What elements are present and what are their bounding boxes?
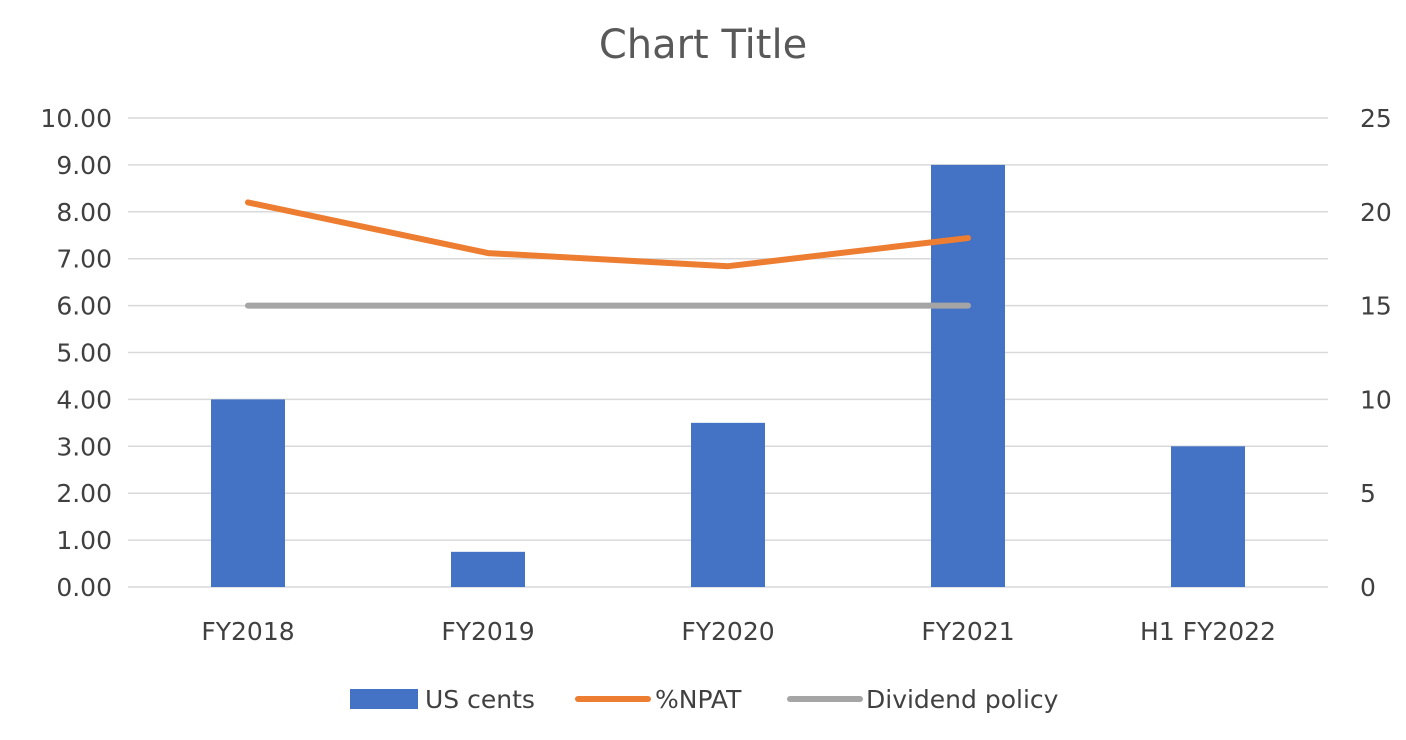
legend-label: Dividend policy: [866, 685, 1059, 714]
right-axis-ticks: 25 20 15 10 5 0: [1360, 104, 1392, 602]
legend-label: %NPAT: [655, 685, 742, 714]
right-tick-label: 10: [1360, 385, 1392, 414]
x-axis-ticks: FY2018 FY2019 FY2020 FY2021 H1 FY2022: [201, 617, 1276, 646]
x-tick-label: H1 FY2022: [1140, 617, 1276, 646]
right-tick-label: 20: [1360, 198, 1392, 227]
left-tick-label: 2.00: [56, 479, 112, 508]
left-tick-label: 9.00: [56, 151, 112, 180]
left-tick-label: 1.00: [56, 526, 112, 555]
x-tick-label: FY2021: [921, 617, 1014, 646]
left-tick-label: 10.00: [40, 104, 112, 133]
x-tick-label: FY2020: [681, 617, 774, 646]
legend-label: US cents: [425, 685, 535, 714]
left-tick-label: 4.00: [56, 385, 112, 414]
line-npat: [245, 199, 971, 270]
left-tick-label: 6.00: [56, 292, 112, 321]
legend: US cents %NPAT Dividend policy: [350, 685, 1059, 714]
x-tick-label: FY2018: [201, 617, 294, 646]
left-tick-label: 8.00: [56, 198, 112, 227]
bar-fy2019: [451, 551, 525, 587]
right-tick-label: 15: [1360, 292, 1392, 321]
bar-fy2020: [691, 422, 765, 587]
left-axis-ticks: 10.00 9.00 8.00 7.00 6.00 5.00 4.00 3.00 2.00 1.0…: [40, 104, 112, 602]
bar-series: [211, 164, 1245, 587]
right-tick-label: 0: [1360, 573, 1376, 602]
legend-swatch-bar: [350, 689, 418, 709]
left-tick-label: 0.00: [56, 573, 112, 602]
left-tick-label: 3.00: [56, 432, 112, 461]
left-tick-label: 7.00: [56, 245, 112, 274]
x-tick-label: FY2019: [441, 617, 534, 646]
bar-fy2018: [211, 399, 285, 587]
chart-title: Chart Title: [599, 22, 807, 68]
left-tick-label: 5.00: [56, 339, 112, 368]
line-series: [245, 199, 971, 309]
bar-h1-fy2022: [1171, 446, 1245, 587]
bar-fy2021: [931, 164, 1005, 587]
right-tick-label: 5: [1360, 479, 1376, 508]
right-tick-label: 25: [1360, 104, 1392, 133]
